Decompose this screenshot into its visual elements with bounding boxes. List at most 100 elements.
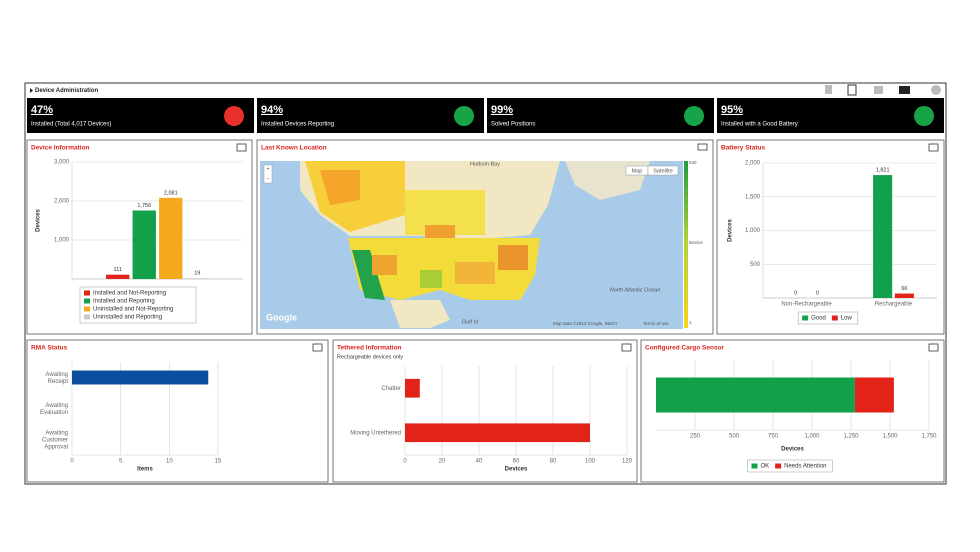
zoom-in[interactable]: + bbox=[266, 166, 269, 172]
data-label: 2,081 bbox=[164, 190, 178, 196]
data-label: 111 bbox=[114, 267, 122, 273]
panel-menu[interactable] bbox=[928, 143, 939, 152]
panel-title: Battery Status bbox=[721, 145, 765, 152]
legend-label: Installed and Not-Reporting bbox=[93, 291, 166, 297]
bar bbox=[106, 274, 130, 279]
kpi-value: 94% bbox=[261, 104, 283, 116]
expand-arrow[interactable] bbox=[30, 88, 33, 93]
pdf-icon[interactable] bbox=[847, 84, 857, 96]
x-axis-title: Devices bbox=[781, 447, 804, 453]
bar bbox=[159, 197, 183, 279]
x-axis-title: Items bbox=[137, 467, 153, 473]
map-attribution: Map data ©2013 Google, INEGI bbox=[553, 320, 617, 326]
help-icon[interactable] bbox=[931, 85, 941, 95]
download-icon[interactable] bbox=[874, 86, 883, 94]
y-tick-label: 2,000 bbox=[745, 161, 761, 167]
scale-max: 540 bbox=[689, 160, 697, 165]
x-tick-label: 1,250 bbox=[843, 434, 859, 440]
panel-title: Last Known Location bbox=[261, 145, 327, 152]
kpi-tile bbox=[487, 98, 714, 133]
map-button-label: Satellite bbox=[653, 168, 673, 174]
bookmark-icon[interactable] bbox=[825, 85, 832, 94]
kpi-value: 47% bbox=[31, 104, 53, 116]
bar bbox=[132, 210, 156, 279]
map-terms[interactable]: Terms of use bbox=[643, 321, 669, 326]
region bbox=[420, 270, 442, 288]
bar bbox=[72, 370, 209, 385]
x-tick-label: 10 bbox=[166, 459, 173, 465]
legend-label: Installed and Reporting bbox=[93, 299, 155, 305]
x-tick-label: 15 bbox=[215, 459, 222, 465]
zoom-control[interactable] bbox=[263, 164, 273, 184]
legend-label: Uninstalled and Not-Reporting bbox=[93, 307, 173, 313]
place-label: North Atlantic Ocean bbox=[610, 287, 661, 293]
legend bbox=[79, 286, 197, 324]
map-button[interactable] bbox=[647, 165, 679, 176]
data-label: 1,756 bbox=[137, 203, 151, 209]
x-tick-label: 60 bbox=[513, 459, 520, 465]
panel-menu[interactable] bbox=[236, 143, 247, 152]
y-tick-label: Awaiting Customer Approval bbox=[42, 430, 68, 450]
land bbox=[390, 300, 450, 328]
y-tick-label: Awaiting Receipt bbox=[45, 372, 68, 385]
kpi-label: Installed Devices Reporting bbox=[261, 122, 334, 128]
legend-swatch bbox=[84, 298, 90, 304]
panel-menu[interactable] bbox=[928, 343, 939, 352]
region bbox=[348, 238, 540, 300]
legend bbox=[747, 459, 833, 473]
status-indicator bbox=[454, 106, 474, 126]
kpi-label: Installed (Total 4,017 Devices) bbox=[31, 122, 111, 128]
panel-menu[interactable] bbox=[621, 343, 632, 352]
data-label: 0 bbox=[794, 290, 797, 296]
place-label: Gulf of bbox=[462, 319, 479, 325]
status-indicator bbox=[914, 106, 934, 126]
legend-swatch bbox=[84, 306, 90, 312]
bar bbox=[185, 278, 209, 279]
y-tick-label: 2,000 bbox=[54, 199, 70, 205]
y-tick-label: Awaiting Evaluation bbox=[40, 403, 68, 416]
y-tick-label: 3,000 bbox=[54, 160, 70, 166]
legend-swatch bbox=[775, 463, 782, 469]
map-button-label: Map bbox=[632, 168, 643, 174]
scale-min: 1 bbox=[689, 320, 692, 325]
header-title: Device Administration bbox=[35, 88, 98, 94]
legend-swatch bbox=[84, 314, 90, 320]
panel-title: Configured Cargo Sensor bbox=[645, 345, 725, 352]
kpi-value: 99% bbox=[491, 104, 513, 116]
kpi-tile bbox=[717, 98, 944, 133]
x-tick-label: 80 bbox=[550, 459, 557, 465]
color-scale bbox=[684, 161, 688, 328]
legend-swatch bbox=[84, 290, 90, 296]
status-indicator bbox=[684, 106, 704, 126]
x-axis-title: Devices bbox=[505, 467, 528, 473]
scale-label: Device bbox=[689, 240, 703, 245]
x-tick-label: Non-Rechargeable bbox=[781, 302, 832, 308]
legend-label: Needs Attention bbox=[784, 464, 826, 470]
data-label: 0 bbox=[816, 290, 819, 296]
panel bbox=[332, 339, 638, 483]
bar bbox=[656, 377, 855, 413]
kpi-tile bbox=[257, 98, 484, 133]
place-label: Hudson Bay bbox=[470, 161, 500, 167]
panel-icons bbox=[236, 143, 939, 352]
x-tick-label: 500 bbox=[729, 434, 740, 440]
mail-icon[interactable] bbox=[899, 86, 910, 94]
bar bbox=[894, 293, 914, 298]
panel-menu[interactable] bbox=[312, 343, 323, 352]
kpi-label: Installed with a Good Battery bbox=[721, 122, 798, 128]
panel-subtitle: Rechargeable devices only bbox=[337, 354, 403, 360]
x-tick-label: 0 bbox=[403, 459, 407, 465]
x-tick-label: 1,500 bbox=[882, 434, 898, 440]
map: + − Map Satellite Hudson Bay North Atlan… bbox=[260, 160, 703, 329]
panel-menu[interactable] bbox=[697, 143, 708, 151]
legend-swatch bbox=[831, 315, 838, 321]
bar bbox=[873, 175, 893, 298]
x-tick-label: 1,750 bbox=[921, 434, 937, 440]
region bbox=[320, 170, 360, 205]
panel bbox=[716, 139, 945, 335]
x-tick-label: 20 bbox=[439, 459, 446, 465]
zoom-out[interactable]: − bbox=[266, 176, 269, 182]
legend bbox=[797, 311, 859, 325]
